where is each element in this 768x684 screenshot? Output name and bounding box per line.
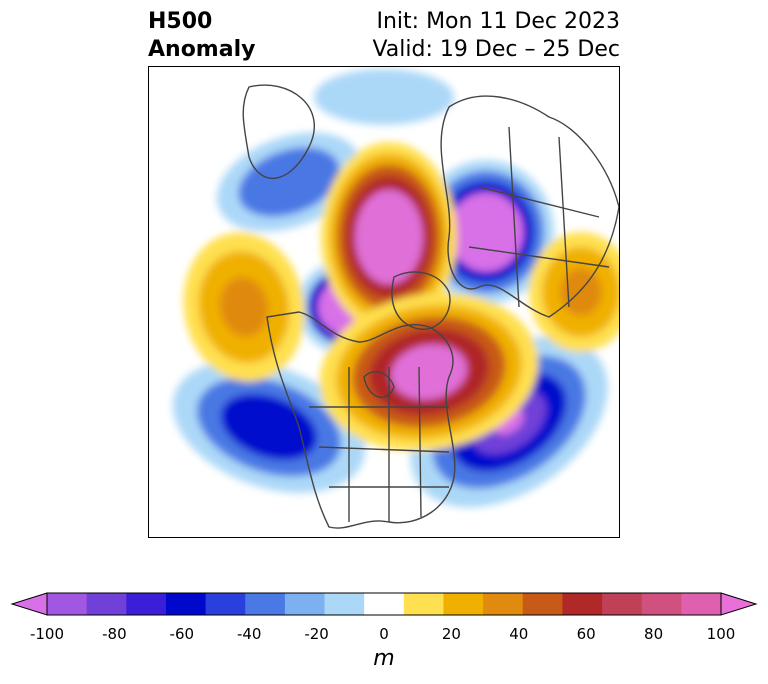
chart-title-right: Init: Mon 11 Dec 2023 Valid: 19 Dec – 25… [372, 8, 620, 64]
east-asia-coastline [242, 84, 315, 180]
colorbar-segment [443, 593, 484, 615]
colorbar-border [46, 592, 722, 616]
colorbar-tick-label: -60 [169, 625, 195, 643]
colorbar-segment [602, 593, 643, 615]
colorbar-segment [681, 593, 722, 615]
hudson-bay-coastline [363, 371, 395, 398]
colorbar [10, 592, 758, 616]
colorbar-tick-label: -80 [102, 625, 127, 643]
colorbar-tick-label: 20 [441, 625, 461, 643]
europe-ridge-contour [560, 268, 602, 316]
north-low-contour [314, 69, 454, 125]
colorbar-segment [165, 593, 207, 615]
siberian-low-contour [448, 192, 524, 272]
colorbar-segment [641, 593, 682, 615]
eurasia-coastline [440, 95, 619, 318]
colorbar-segment [324, 593, 365, 615]
colorbar-tick-label: 80 [644, 625, 664, 643]
colorbar-segment [86, 593, 127, 615]
colorbar-segment [245, 593, 286, 615]
colorbar-tick-label: -100 [29, 625, 65, 643]
anomaly-map-svg [172, 69, 619, 529]
colorbar-tick-label: 0 [379, 625, 389, 643]
colorbar-tick-label: -20 [304, 625, 329, 643]
political-borders [309, 366, 450, 522]
colorbar-tick-label: -40 [236, 625, 262, 643]
north-ridge-contour [355, 189, 423, 285]
colorbar-segment [562, 593, 603, 615]
colorbar-segment [126, 593, 167, 615]
chart-title-left: H500 Anomaly [148, 8, 255, 64]
colorbar-segment [522, 593, 564, 615]
title-field: Anomaly [148, 37, 256, 62]
colorbar-tick-label: 100 [706, 625, 736, 643]
init-date-label: Init: Mon 11 Dec 2023 [376, 9, 621, 34]
canada-ridge-contour [390, 344, 468, 400]
colorbar-segment [205, 593, 246, 615]
anomaly-contours [172, 69, 619, 508]
colorbar-arrow-high [720, 592, 758, 616]
colorbar-unit-label: m [373, 646, 395, 671]
title-variable: H500 [148, 9, 213, 34]
colorbar-segment [403, 593, 445, 615]
eurasia-borders [468, 126, 610, 308]
colorbar-tick-label: 40 [509, 625, 529, 643]
coastlines [242, 84, 619, 529]
north-america-coastline [266, 311, 456, 529]
greenland-coastline [391, 271, 451, 330]
northwest-low-contour [238, 147, 340, 217]
colorbar-tick-label: 60 [576, 625, 596, 643]
valid-range-label: Valid: 19 Dec – 25 Dec [372, 37, 620, 62]
colorbar-segment [483, 593, 524, 615]
colorbar-segment [47, 593, 88, 615]
colorbar-segment [364, 593, 405, 615]
pacific-ridge-contour [219, 277, 269, 337]
colorbar-arrow-low [10, 592, 48, 616]
anomaly-map [148, 66, 620, 538]
colorbar-segment [284, 593, 326, 615]
